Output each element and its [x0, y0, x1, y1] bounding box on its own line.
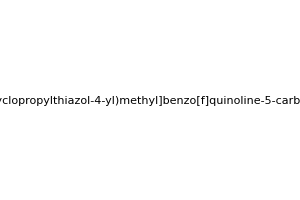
- Text: N-[(2-cyclopropylthiazol-4-yl)methyl]benzo[f]quinoline-5-carboxamide: N-[(2-cyclopropylthiazol-4-yl)methyl]ben…: [0, 96, 300, 106]
